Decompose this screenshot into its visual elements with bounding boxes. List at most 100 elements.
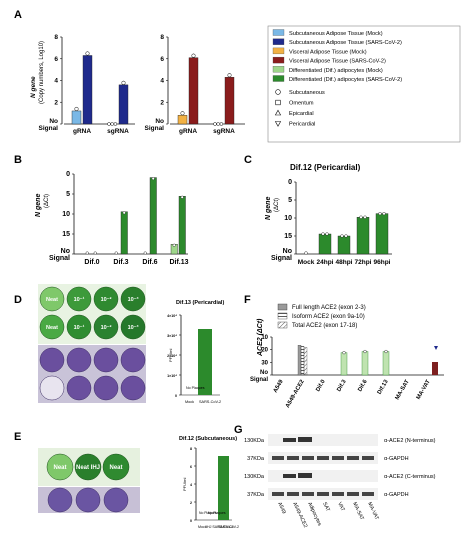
axis-label-a-sub: (Copy numbers, Log10) bbox=[39, 41, 45, 104]
y-tick-label: 0 bbox=[66, 171, 70, 178]
data-point bbox=[342, 351, 346, 355]
data-point bbox=[321, 232, 325, 236]
lane-label: A549 bbox=[276, 501, 287, 515]
legend-swatch bbox=[277, 321, 288, 329]
plaque-well bbox=[66, 375, 92, 401]
x-tick-label: A549 bbox=[273, 378, 286, 394]
x-tick-label: SARS-CoV-2 bbox=[199, 400, 221, 404]
chart-d-title: Dif.13 (Pericardial) bbox=[176, 300, 224, 306]
y-tick-label: 0 bbox=[175, 394, 177, 398]
data-point bbox=[180, 195, 184, 199]
blot-strip bbox=[268, 434, 378, 446]
lane-label: VAT bbox=[336, 501, 346, 513]
legend-symbol bbox=[275, 99, 281, 106]
band bbox=[302, 492, 314, 496]
x-tick-label: Mock bbox=[198, 525, 207, 529]
x-tick-label: Dif.3 bbox=[113, 259, 128, 266]
bar bbox=[224, 77, 235, 125]
legend-swatch bbox=[272, 29, 285, 36]
panel-label-g: G bbox=[234, 424, 243, 436]
kda-marker: 130KDa bbox=[244, 438, 265, 444]
legend-a: Subcutaneous Adipose Tissue (Mock) Subcut… bbox=[267, 25, 461, 143]
plaque-well bbox=[47, 487, 73, 513]
band-label: α-ACE2 (C-terminus) bbox=[384, 474, 436, 480]
panel-f-chart: ACE2 (ΔCt) Full length ACE2 (exon 2-3) Is… bbox=[250, 303, 444, 409]
bar bbox=[340, 352, 348, 376]
legend-label: Visceral Adipose Tissue (Mock) bbox=[289, 49, 367, 55]
y-tick-label: 2 bbox=[160, 99, 164, 106]
x-tick-label: Dif.0 bbox=[315, 379, 326, 393]
data-point bbox=[85, 51, 90, 56]
axis-label-f: ACE2 (ΔCt) bbox=[257, 318, 264, 357]
panel-label-b: B bbox=[14, 154, 22, 166]
x-tick-label: Dif.13 bbox=[169, 259, 188, 266]
y-tick-label: 10 bbox=[284, 215, 292, 222]
bar bbox=[177, 115, 188, 125]
y-tick-label: No bbox=[155, 118, 164, 125]
data-point bbox=[114, 251, 118, 255]
data-point bbox=[180, 111, 185, 116]
bar bbox=[356, 216, 370, 255]
panel-e-bar: Dif.12 (Subcutaneous) 8 6 4 2 0 PFU/ml No Plaq… bbox=[179, 436, 239, 529]
plate-well bbox=[46, 453, 74, 481]
y-tick-label: 10 bbox=[62, 211, 70, 218]
plate-well bbox=[93, 314, 119, 340]
plaque-well bbox=[39, 375, 65, 401]
y-tick-label: 6 bbox=[160, 56, 164, 63]
axis-label-b-sub: (ΔCt) bbox=[44, 194, 50, 208]
y-tick-label: Signal bbox=[38, 125, 58, 132]
y-tick-label: Signal bbox=[250, 377, 268, 383]
legend-label: Full length ACE2 (exon 2-3) bbox=[292, 305, 366, 311]
data-point bbox=[363, 215, 367, 219]
data-point bbox=[216, 122, 220, 126]
legend-label: Subcutaneous Adipose Tissue (SARS-CoV-2) bbox=[289, 40, 402, 46]
annotation: No Plaques bbox=[208, 511, 226, 515]
well-label: Neat bbox=[46, 297, 58, 303]
data-point bbox=[122, 211, 126, 215]
legend-swatch bbox=[272, 66, 285, 73]
data-point bbox=[110, 122, 114, 126]
band bbox=[362, 456, 374, 460]
plate-well bbox=[39, 314, 65, 340]
data-point bbox=[151, 177, 155, 181]
band bbox=[298, 437, 312, 442]
plaque-well bbox=[120, 347, 146, 373]
data-point bbox=[434, 346, 438, 350]
plaque-well bbox=[66, 347, 92, 373]
legend-swatch bbox=[277, 312, 288, 320]
bar bbox=[297, 345, 302, 376]
band bbox=[272, 492, 284, 496]
panel-label-e: E bbox=[14, 431, 21, 443]
plate-well bbox=[66, 314, 92, 340]
panel-label-a: A bbox=[14, 9, 22, 21]
y-tick-label: 6 bbox=[190, 465, 192, 469]
y-tick-label: 1×10⁴ bbox=[167, 374, 177, 378]
legend-swatch bbox=[277, 303, 288, 311]
legend-box bbox=[267, 25, 461, 143]
lane-label: MA-SAT bbox=[351, 501, 365, 522]
y-tick-label: 15 bbox=[284, 233, 292, 240]
band bbox=[347, 456, 359, 460]
blot-strip bbox=[268, 470, 378, 482]
x-tick-label: Dif.13 bbox=[377, 378, 390, 395]
data-point bbox=[304, 251, 308, 255]
data-point bbox=[93, 251, 97, 255]
x-tick-label: gRNA bbox=[73, 128, 91, 135]
y-tick-label: 5 bbox=[66, 191, 70, 198]
band-label: α-GAPDH bbox=[384, 456, 409, 462]
kda-marker: 37KDa bbox=[247, 456, 265, 462]
data-point bbox=[191, 53, 196, 58]
data-point bbox=[378, 212, 382, 216]
plate-well bbox=[39, 286, 65, 312]
data-point bbox=[85, 251, 89, 255]
x-tick-label: Dif.6 bbox=[142, 259, 157, 266]
data-point bbox=[382, 212, 386, 216]
well-label: 10⁻¹ bbox=[74, 324, 85, 331]
band bbox=[272, 456, 284, 460]
kda-marker: 130KDa bbox=[244, 474, 265, 480]
band bbox=[332, 456, 344, 460]
y-tick-label: Signal bbox=[271, 255, 292, 262]
band bbox=[287, 492, 299, 496]
panel-e-plates: Neat Neat IHJ Neat bbox=[38, 448, 140, 513]
band bbox=[317, 456, 329, 460]
